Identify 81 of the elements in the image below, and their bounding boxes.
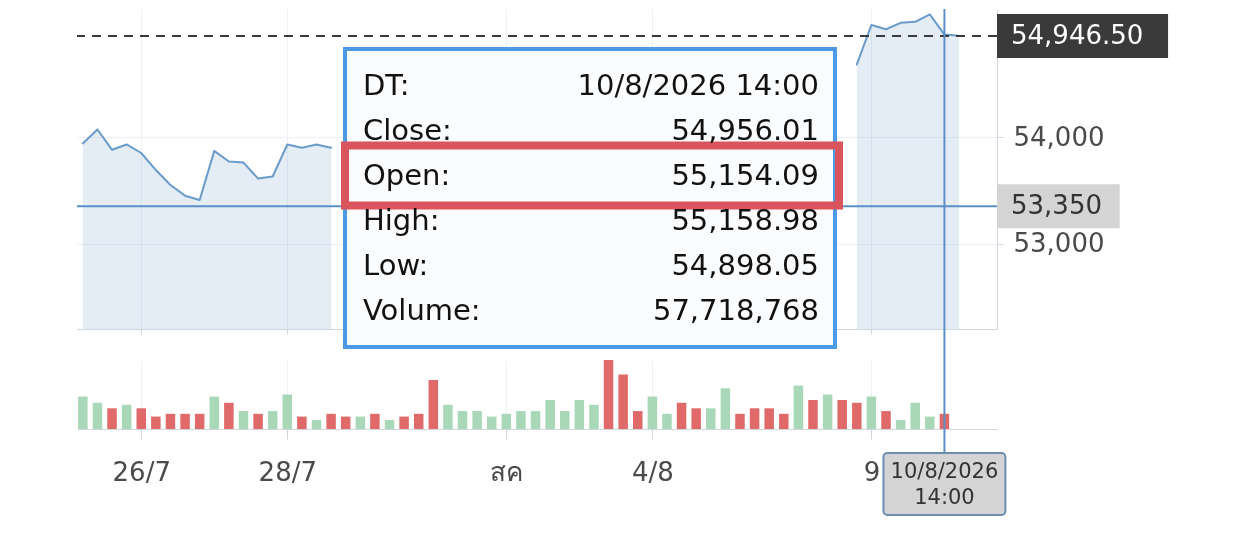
- x-tick-label: 26/7: [112, 456, 171, 487]
- x-tick-label: 10/8/2026 14:00: [890, 459, 999, 509]
- bar: [501, 413, 512, 429]
- bar: [633, 411, 643, 429]
- ref-line-label: 54,946.50: [1011, 20, 1144, 51]
- bar: [78, 396, 88, 429]
- bar: [749, 408, 760, 429]
- bar: [457, 411, 468, 429]
- bar: [282, 394, 293, 429]
- bar: [822, 394, 833, 429]
- annotation: 10/8/2026 14:00: [577, 67, 819, 102]
- y-tick-label: 53,000: [1013, 228, 1105, 259]
- bar: [603, 360, 614, 429]
- bar: [340, 416, 351, 429]
- annotation: 54,898.05: [671, 247, 819, 282]
- bar: [779, 413, 789, 429]
- bar: [925, 416, 935, 429]
- x-tick-label: 4/8: [631, 456, 674, 487]
- bar: [852, 402, 862, 429]
- annotation: 57,718,768: [652, 292, 819, 327]
- bar: [910, 402, 920, 429]
- bar: [808, 400, 818, 429]
- bar: [735, 413, 745, 429]
- bar: [355, 416, 366, 429]
- bar: [793, 385, 804, 429]
- ref-line-label: 53,350: [1011, 190, 1102, 221]
- annotation: 54,956.01: [671, 112, 819, 147]
- bar: [121, 404, 132, 429]
- bar: [545, 400, 555, 429]
- bar: [311, 420, 322, 429]
- y-tick-label: 54,000: [1013, 121, 1105, 152]
- bar: [530, 411, 541, 429]
- annotation: 55,154.09: [671, 157, 819, 192]
- annotation: Volume:: [363, 292, 481, 327]
- bar: [866, 396, 877, 429]
- annotation: Open:: [363, 157, 451, 192]
- bar: [676, 402, 687, 429]
- bar: [107, 408, 117, 429]
- bar: [297, 416, 307, 429]
- bar: [194, 413, 205, 429]
- bar: [764, 408, 774, 429]
- bar: [837, 400, 847, 429]
- bar: [881, 411, 891, 429]
- bar: [180, 413, 190, 429]
- bar: [267, 411, 278, 429]
- bar: [413, 413, 424, 429]
- bar: [589, 404, 599, 429]
- bar: [516, 411, 526, 429]
- bar: [895, 420, 906, 429]
- bar: [151, 416, 161, 429]
- annotation: 55,158.98: [671, 202, 819, 237]
- bar: [574, 400, 585, 429]
- bar: [136, 408, 146, 429]
- bar: [238, 411, 249, 429]
- bar: [253, 413, 263, 429]
- bar: [560, 411, 570, 429]
- bar: [443, 404, 453, 429]
- bar: [399, 416, 409, 429]
- bar: [647, 396, 658, 429]
- annotation: DT:: [363, 67, 410, 102]
- bar: [370, 413, 380, 429]
- x-tick-label: 28/7: [258, 456, 317, 487]
- bar: [706, 408, 716, 429]
- bar: [618, 374, 628, 429]
- bar: [720, 388, 731, 429]
- bar: [662, 413, 672, 429]
- bar: [326, 413, 336, 429]
- bar: [428, 380, 439, 429]
- bar: [165, 413, 176, 429]
- x-tick-label: สค: [490, 456, 524, 487]
- annotation: Close:: [363, 112, 452, 147]
- x-tick-label: 9: [863, 456, 881, 487]
- bar: [92, 402, 103, 429]
- bar: [224, 402, 234, 429]
- annotation: High:: [363, 202, 440, 237]
- bar: [209, 396, 220, 429]
- bar: [472, 411, 482, 429]
- bar: [691, 408, 701, 429]
- annotation: Low:: [363, 247, 429, 282]
- bar: [486, 416, 497, 429]
- bar: [384, 420, 395, 429]
